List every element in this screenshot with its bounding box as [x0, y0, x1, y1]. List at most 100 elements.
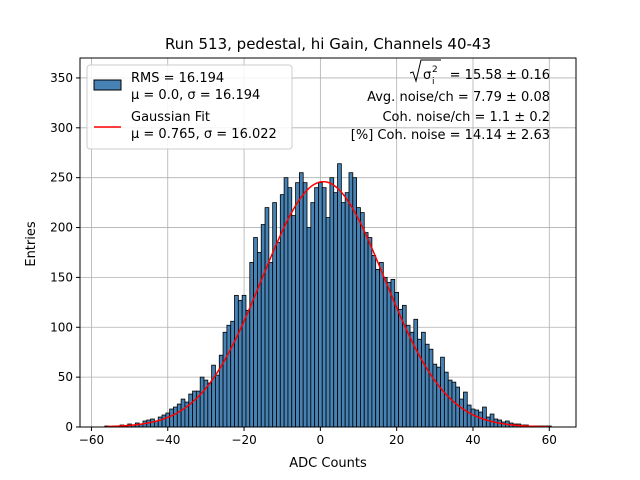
sqrt-symbol [409, 59, 441, 83]
coh-noise-annotation: Coh. noise/ch = 1.1 ± 0.2 [382, 110, 550, 125]
x-tick-label: −60 [79, 433, 104, 447]
x-tick-label: 60 [542, 433, 557, 447]
histogram-bar [474, 409, 480, 428]
histogram-bar [276, 242, 281, 428]
histogram-bar [257, 252, 262, 428]
annotations: σ i 2 = 15.58 ± 0.16 Avg. noise/ch = 7.7… [351, 59, 550, 143]
histogram-bar [405, 324, 411, 428]
legend-histogram-sublabel: μ = 0.0, σ = 16.194 [131, 88, 260, 103]
x-tick-label: 20 [389, 433, 404, 447]
total-noise-annotation: = 15.58 ± 0.16 [450, 68, 550, 83]
histogram-bar [432, 363, 438, 428]
histogram-bar [192, 390, 197, 428]
histogram-bar [283, 177, 289, 428]
histogram-bar [447, 379, 453, 428]
histogram-bar [360, 212, 365, 428]
histogram-bar [310, 202, 316, 428]
avg-noise-annotation: Avg. noise/ch = 7.79 ± 0.08 [367, 90, 550, 105]
legend-fit-sublabel: μ = 0.765, σ = 16.022 [131, 127, 277, 142]
histogram-bar [333, 192, 338, 428]
histogram-bar [302, 182, 308, 428]
histogram-bar [207, 382, 213, 428]
histogram-bar [298, 172, 304, 428]
histogram-bar [398, 308, 403, 428]
histogram-bar [314, 187, 319, 428]
histogram-bar [321, 187, 327, 428]
histogram-bar [356, 207, 361, 428]
histogram-bar [188, 393, 193, 428]
histogram-bar [211, 364, 216, 428]
histogram-bar [340, 202, 346, 428]
histogram-bar [421, 331, 426, 428]
histogram-bar [268, 262, 274, 428]
histogram-bar [443, 371, 449, 428]
histogram-bar [230, 320, 235, 428]
histogram-bar [466, 404, 472, 428]
histogram-bar [325, 217, 331, 428]
histogram-bar [245, 309, 251, 428]
histogram-bar [287, 187, 293, 428]
sigma-subscript: i [432, 77, 435, 87]
histogram-bar [234, 294, 239, 428]
histogram-bar [329, 177, 335, 428]
histogram-bar [165, 412, 171, 428]
histogram-bar [237, 299, 243, 428]
histogram-bar [478, 411, 483, 428]
histogram-bar [249, 262, 255, 428]
histogram-bar [409, 331, 415, 428]
histogram-bar [428, 348, 434, 428]
gaussian-fit-line [106, 180, 550, 428]
histogram-bar [318, 182, 323, 428]
chart-title: Run 513, pedestal, hi Gain, Channels 40-… [165, 35, 491, 53]
histogram-bar [459, 398, 464, 428]
x-tick-label: −20 [231, 433, 256, 447]
histogram-bar [226, 324, 232, 428]
histogram-bar [337, 163, 342, 428]
x-tick-label: 40 [465, 433, 480, 447]
histogram-bar [367, 237, 373, 428]
histogram-bar [291, 215, 296, 428]
histogram-bar [424, 343, 430, 428]
histogram-bar [295, 182, 300, 428]
y-axis-ticks: 0 50 100 150 200 250 300 350 [50, 71, 80, 434]
histogram-bar [485, 416, 491, 428]
x-axis-ticks: −60 −40 −20 0 20 40 60 [79, 427, 557, 447]
histogram-bar [436, 366, 441, 428]
histogram-bar [363, 232, 369, 428]
histogram-bar [413, 318, 419, 428]
histogram-bar [375, 269, 380, 428]
histogram-bar [176, 403, 182, 428]
histogram-bar [180, 398, 186, 428]
histogram-bar [382, 277, 388, 428]
histogram-bar [386, 281, 392, 428]
histogram-bar [306, 227, 312, 428]
histogram-bar [157, 416, 163, 428]
histogram-bar [348, 172, 354, 428]
axes-frame [79, 57, 577, 428]
histogram-bar [470, 408, 476, 428]
x-axis-label: ADC Counts [289, 456, 367, 471]
y-tick-label: 150 [50, 270, 73, 284]
histogram-bar [169, 408, 174, 428]
y-tick-label: 300 [50, 121, 73, 135]
histogram-bar [222, 331, 228, 428]
histogram-bar [241, 294, 247, 428]
histogram-bar [451, 381, 457, 428]
histogram-bar [253, 237, 258, 428]
y-axis-label: Entries [24, 221, 39, 267]
histogram-bar [215, 374, 220, 428]
legend: RMS = 16.194 μ = 0.0, σ = 16.194 Gaussia… [86, 64, 293, 150]
sigma-symbol: σ [423, 68, 431, 83]
histogram-bar [264, 207, 270, 428]
legend-histogram-label: RMS = 16.194 [131, 71, 224, 86]
coh-noise-percent-annotation: [%] Coh. noise = 14.14 ± 2.63 [351, 128, 550, 143]
histogram-bar [199, 376, 205, 428]
histogram-bar [260, 224, 266, 428]
x-tick-label: 0 [317, 433, 325, 447]
legend-fit-label: Gaussian Fit [131, 110, 210, 125]
histogram-bar [161, 414, 167, 428]
histogram-bar [173, 406, 178, 428]
legend-box [86, 64, 293, 150]
y-tick-label: 100 [50, 320, 73, 334]
